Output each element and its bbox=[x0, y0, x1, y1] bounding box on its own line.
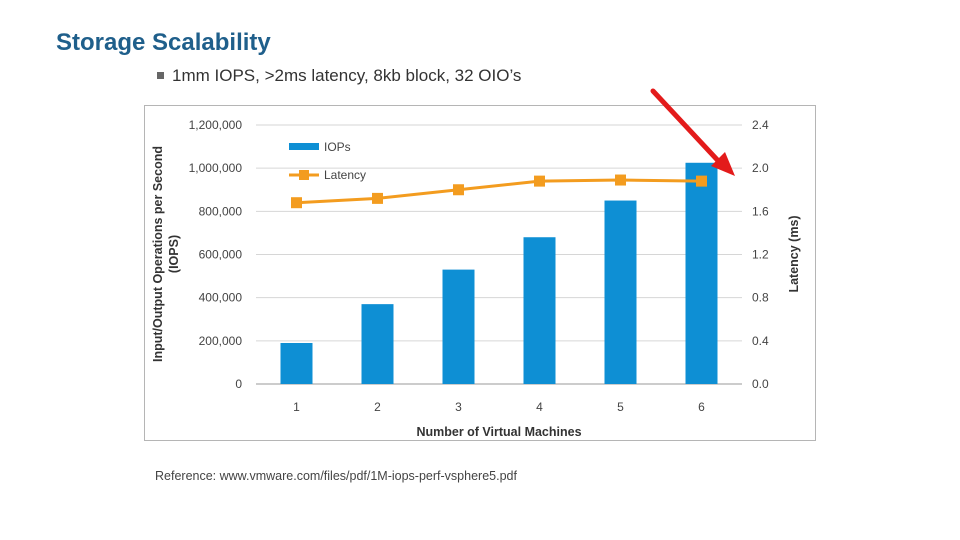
y2-tick-label: 0.0 bbox=[752, 377, 769, 391]
legend-iops-label: IOPs bbox=[324, 140, 351, 154]
iops-latency-chart: 0 0.0 200,000 0.4 400,000 0.8 600,000 1.2 800,00… bbox=[151, 118, 801, 439]
iops-bar bbox=[685, 162, 718, 384]
latency-point bbox=[534, 175, 545, 187]
iops-bar bbox=[442, 269, 475, 384]
latency-point bbox=[291, 197, 302, 209]
y2-tick-label: 2.0 bbox=[752, 161, 769, 175]
chart-frame: 0 0.0 200,000 0.4 400,000 0.8 600,000 1.2 800,00… bbox=[144, 105, 816, 441]
x-axis-title: Number of Virtual Machines bbox=[416, 425, 581, 439]
legend-latency-label: Latency bbox=[324, 168, 366, 182]
bullet-point: 1mm IOPS, >2ms latency, 8kb block, 32 OI… bbox=[157, 66, 521, 86]
y2-tick-label: 0.4 bbox=[752, 334, 769, 348]
y-tick-label: 600,000 bbox=[199, 248, 243, 262]
latency-point bbox=[615, 174, 626, 186]
reference-text: Reference: www.vmware.com/files/pdf/1M-i… bbox=[155, 469, 517, 483]
y-tick-label: 1,000,000 bbox=[189, 161, 243, 175]
x-tick-label: 2 bbox=[374, 400, 381, 414]
iops-bar bbox=[280, 342, 313, 384]
x-tick-label: 5 bbox=[617, 400, 624, 414]
y2-tick-label: 0.8 bbox=[752, 291, 769, 305]
y2-tick-label: 1.6 bbox=[752, 204, 769, 218]
bullet-text: 1mm IOPS, >2ms latency, 8kb block, 32 OI… bbox=[172, 66, 522, 85]
latency-point bbox=[372, 192, 383, 204]
y-axis-title: Input/Output Operations per Second (IOPS) bbox=[151, 146, 181, 362]
y-tick-label: 800,000 bbox=[199, 204, 243, 218]
x-tick-label: 4 bbox=[536, 400, 543, 414]
y-tick-label: 1,200,000 bbox=[189, 118, 243, 132]
legend-iops-swatch bbox=[289, 143, 319, 150]
latency-point bbox=[696, 175, 707, 187]
y2-tick-label: 2.4 bbox=[752, 118, 769, 132]
y-tick-label: 0 bbox=[235, 377, 242, 391]
legend-latency-marker bbox=[299, 170, 309, 180]
x-tick-label: 1 bbox=[293, 400, 300, 414]
x-tick-label: 6 bbox=[698, 400, 705, 414]
y2-tick-label: 1.2 bbox=[752, 248, 769, 262]
x-tick-label: 3 bbox=[455, 400, 462, 414]
iops-bar bbox=[523, 237, 556, 384]
slide-title: Storage Scalability bbox=[56, 29, 271, 56]
bullet-square-icon bbox=[157, 72, 164, 79]
y2-axis-title: Latency (ms) bbox=[787, 215, 801, 292]
latency-line bbox=[296, 178, 702, 205]
iops-bar bbox=[604, 200, 637, 384]
y-tick-label: 400,000 bbox=[199, 291, 243, 305]
latency-point bbox=[453, 184, 464, 196]
y-tick-label: 200,000 bbox=[199, 334, 243, 348]
iops-bar bbox=[361, 304, 394, 384]
